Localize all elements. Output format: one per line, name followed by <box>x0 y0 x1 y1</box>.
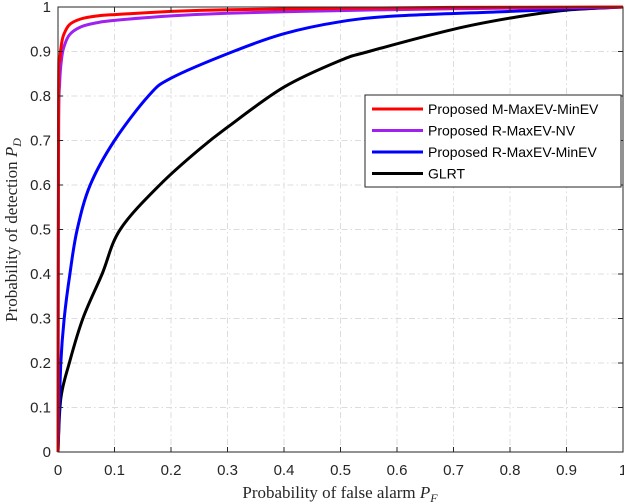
y-tick-label: 0.5 <box>30 222 51 239</box>
y-tick-label: 0.7 <box>30 133 51 150</box>
y-tick-label: 0.1 <box>30 400 51 417</box>
plot-area <box>58 7 623 452</box>
y-tick-label: 0.6 <box>30 177 51 194</box>
series-line <box>56 5 624 453</box>
x-tick-label: 0.5 <box>330 462 351 479</box>
x-tick-label: 0.9 <box>556 462 577 479</box>
x-tick-label: 0.7 <box>443 462 464 479</box>
y-tick-label: 1 <box>43 0 51 16</box>
legend-entry: Proposed M-MaxEV-MinEV <box>428 101 599 117</box>
legend-entry: Proposed R-MaxEV-MinEV <box>428 144 598 160</box>
y-tick-label: 0.9 <box>30 44 51 61</box>
x-tick-label: 0.1 <box>104 462 125 479</box>
y-tick-label: 0.4 <box>30 266 51 283</box>
x-tick-label: 0.4 <box>274 462 295 479</box>
axes-box <box>57 6 624 453</box>
series-line <box>56 5 624 453</box>
y-tick-label: 0.3 <box>30 311 51 328</box>
x-tick-label: 0.2 <box>161 462 182 479</box>
series-line <box>56 5 624 453</box>
legend: Proposed M-MaxEV-MinEV Proposed R-MaxEV-N… <box>364 94 622 188</box>
x-axis-label: Probability of false alarm PF <box>242 483 438 504</box>
axes <box>57 6 624 453</box>
x-tick-label: 0.6 <box>387 462 408 479</box>
x-tick-label: 0.3 <box>217 462 238 479</box>
data-series <box>56 5 624 453</box>
x-tick-label: 0 <box>54 462 62 479</box>
legend-entry: GLRT <box>428 166 466 182</box>
tick-labels: 0 0.1 0.2 0.3 0.4 0.5 0.6 0.7 0.8 0.9 1 0 0.1 0.2 0.3 0… <box>30 0 624 479</box>
y-axis-label: Probability of detection PD <box>2 138 24 322</box>
y-tick-label: 0.2 <box>30 355 51 372</box>
y-tick-label: 0.8 <box>30 88 51 105</box>
x-tick-label: 0.8 <box>500 462 521 479</box>
x-tick-label: 1 <box>619 462 624 479</box>
legend-entry: Proposed R-MaxEV-NV <box>428 123 576 139</box>
y-tick-label: 0 <box>43 444 51 461</box>
